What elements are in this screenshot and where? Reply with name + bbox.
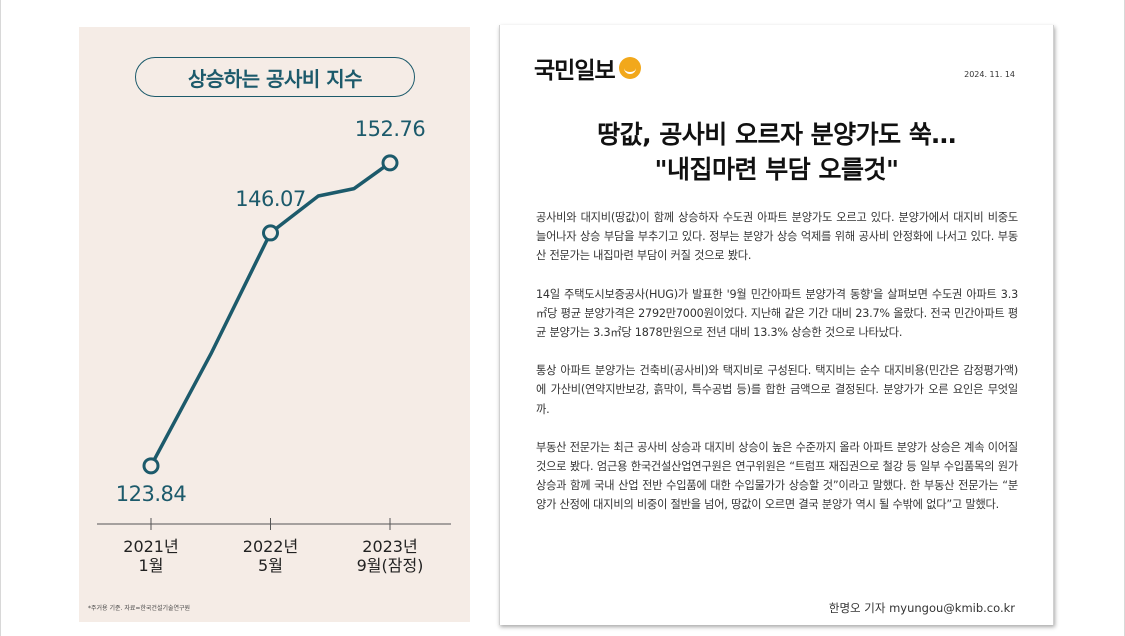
data-label: 152.76 (355, 117, 426, 141)
chart-source-note: *주거용 기준. 자료=한국건설기술연구원 (88, 605, 191, 612)
masthead: 국민일보 (534, 51, 641, 85)
publication-date: 2024. 11. 14 (964, 70, 1015, 79)
newspaper-clipping: 국민일보 2024. 11. 14 땅값, 공사비 오르자 분양가도 쑥… "내… (499, 25, 1054, 625)
data-label: 123.84 (116, 482, 187, 506)
x-tick-label: 5월 (258, 556, 283, 575)
x-tick-label: 9월(잠정) (357, 556, 424, 575)
newspaper-name: 국민일보 (534, 58, 616, 84)
article-paragraph: 공사비와 대지비(땅값)이 함께 상승하자 수도권 아파트 분양가도 오르고 있… (536, 211, 1018, 263)
infographic-panel: 상승하는 공사비 지수 2021년 1월 2022년 5월 2023년 9월(잠정) 123… (79, 27, 470, 622)
headline-line-2: "내집마련 부담 오를것" (654, 155, 899, 184)
x-tick-label: 2023년 (362, 537, 417, 556)
data-point (262, 224, 279, 242)
x-tick-label: 1월 (139, 556, 164, 575)
frame-border-left (0, 0, 1, 636)
headline: 땅값, 공사비 오르자 분양가도 쑥… "내집마련 부담 오를것" (500, 117, 1053, 187)
x-tick-label: 2021년 (123, 537, 178, 556)
data-point (142, 457, 160, 475)
series-line (149, 161, 392, 468)
article-body: 공사비와 대지비(땅값)이 함께 상승하자 수도권 아파트 분양가도 오르고 있… (536, 208, 1018, 534)
chart-title: 상승하는 공사비 지수 (135, 57, 415, 97)
data-point (381, 154, 399, 172)
headline-line-1: 땅값, 공사비 오르자 분양가도 쑥… (597, 120, 956, 149)
article-paragraph: 부동산 전문가는 최근 공사비 상승과 대지비 상승이 높은 수준까지 올라 아… (536, 440, 1018, 512)
article-paragraph: 14일 주택도시보증공사(HUG)가 발표한 '9월 민간아파트 분양가격 동향… (536, 287, 1018, 340)
article-paragraph: 통상 아파트 분양가는 건축비(공사비)와 택지비로 구성된다. 택지비는 순수… (536, 364, 1018, 416)
x-tick-label: 2022년 (243, 537, 298, 556)
data-label: 146.07 (235, 187, 305, 211)
smile-logo-icon (618, 57, 641, 79)
byline: 한명오 기자 myungou@kmib.co.kr (828, 601, 1015, 615)
